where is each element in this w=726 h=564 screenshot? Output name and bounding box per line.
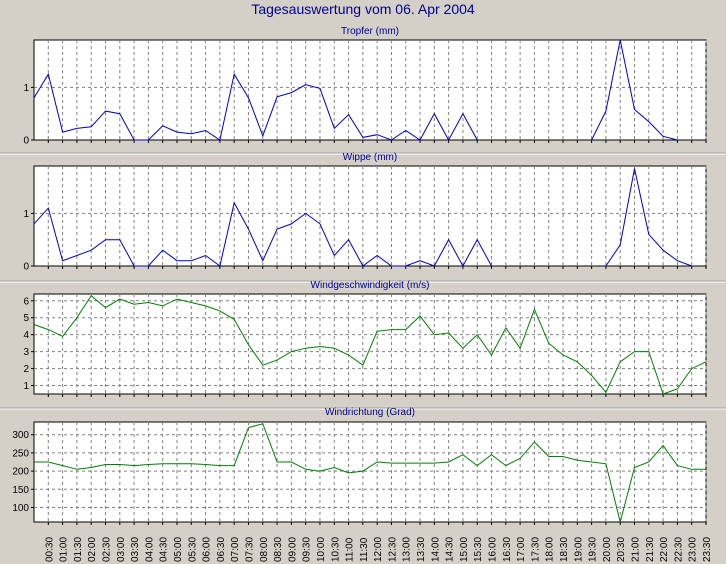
x-tick-label: 17:30 (530, 537, 541, 562)
x-tick-label: 23:00 (688, 537, 699, 562)
chart-panel-3: Windgeschwindigkeit (m/s) 1 2 3 4 5 6 (23, 280, 707, 397)
panel-title: Windgeschwindigkeit (m/s) (311, 280, 430, 291)
plot-area (33, 421, 707, 523)
x-tick-label: 03:00 (116, 537, 127, 562)
y-tick-label: 100 (12, 503, 29, 514)
x-tick-label: 13:30 (416, 537, 427, 562)
x-tick-label: 20:00 (602, 537, 613, 562)
series-line (33, 168, 692, 268)
x-tick-label: 14:30 (445, 537, 456, 562)
x-tick-label: 23:30 (702, 537, 713, 562)
y-tick-label: 0 (23, 136, 29, 147)
chart-panel-2: Wippe (mm) 0 1 (23, 152, 707, 273)
x-tick-label: 04:00 (144, 537, 155, 562)
x-tick-label: 16:30 (502, 537, 513, 562)
y-tick-label: 200 (12, 467, 29, 478)
series-line (34, 423, 706, 523)
x-tick-label: 14:00 (430, 537, 441, 562)
x-tick-label: 05:00 (173, 537, 184, 562)
time-axis: 00:30 01:00 01:30 02:00 02:30 03:00 03:30 04:00… (44, 537, 713, 562)
y-tick-label: 1 (23, 209, 29, 220)
x-tick-label: 08:30 (273, 537, 284, 562)
x-tick-label: 02:30 (101, 537, 112, 562)
panel-title: Windrichtung (Grad) (325, 407, 415, 418)
y-tick-label: 250 (12, 448, 29, 459)
x-tick-label: 22:30 (673, 537, 684, 562)
y-tick-label: 3 (23, 347, 29, 358)
chart-panel-1: Tropfer (mm) 0 1 (23, 26, 707, 147)
y-tick-label: 5 (23, 313, 29, 324)
series-line (33, 294, 707, 395)
x-tick-label: 02:00 (87, 537, 98, 562)
panel-title: Wippe (mm) (343, 152, 397, 163)
series-line (33, 39, 678, 142)
plot-area (33, 165, 707, 267)
y-tick-label: 150 (12, 485, 29, 496)
x-tick-label: 00:30 (44, 537, 55, 562)
x-tick-label: 01:30 (73, 537, 84, 562)
x-tick-label: 22:00 (659, 537, 670, 562)
x-tick-label: 05:30 (187, 537, 198, 562)
x-tick-label: 09:30 (302, 537, 313, 562)
x-tick-label: 06:30 (216, 537, 227, 562)
x-tick-label: 19:00 (573, 537, 584, 562)
y-tick-label: 6 (23, 296, 29, 307)
x-tick-label: 01:00 (59, 537, 70, 562)
x-tick-label: 08:00 (259, 537, 270, 562)
page-title: Tagesauswertung vom 06. Apr 2004 (251, 1, 475, 17)
chart-panel-4: Windrichtung (Grad) 100 150 200 250 300 (12, 407, 707, 525)
x-tick-label: 12:00 (373, 537, 384, 562)
x-tick-label: 12:30 (387, 537, 398, 562)
x-tick-label: 17:00 (516, 537, 527, 562)
x-tick-label: 11:30 (359, 537, 370, 562)
x-tick-label: 10:00 (316, 537, 327, 562)
x-tick-label: 20:30 (616, 537, 627, 562)
panel-title: Tropfer (mm) (341, 26, 399, 37)
plot-area (33, 293, 707, 395)
x-tick-label: 06:00 (202, 537, 213, 562)
y-tick-label: 2 (23, 364, 29, 375)
x-tick-label: 18:00 (545, 537, 556, 562)
x-tick-label: 07:30 (244, 537, 255, 562)
x-tick-label: 09:00 (287, 537, 298, 562)
y-tick-label: 1 (23, 381, 29, 392)
x-tick-label: 16:00 (488, 537, 499, 562)
x-tick-label: 11:00 (345, 537, 356, 562)
y-tick-label: 0 (23, 262, 29, 273)
x-tick-label: 04:30 (159, 537, 170, 562)
x-tick-label: 15:00 (459, 537, 470, 562)
x-tick-label: 19:30 (588, 537, 599, 562)
x-tick-label: 10:30 (330, 537, 341, 562)
y-tick-label: 1 (23, 83, 29, 94)
x-tick-label: 13:00 (402, 537, 413, 562)
x-tick-label: 15:30 (473, 537, 484, 562)
y-tick-label: 300 (12, 430, 29, 441)
x-tick-label: 07:00 (230, 537, 241, 562)
x-tick-label: 03:30 (130, 537, 141, 562)
x-tick-label: 21:30 (645, 537, 656, 562)
x-tick-label: 21:00 (631, 537, 642, 562)
plot-area (33, 39, 707, 141)
y-tick-label: 4 (23, 330, 29, 341)
x-tick-label: 18:30 (559, 537, 570, 562)
